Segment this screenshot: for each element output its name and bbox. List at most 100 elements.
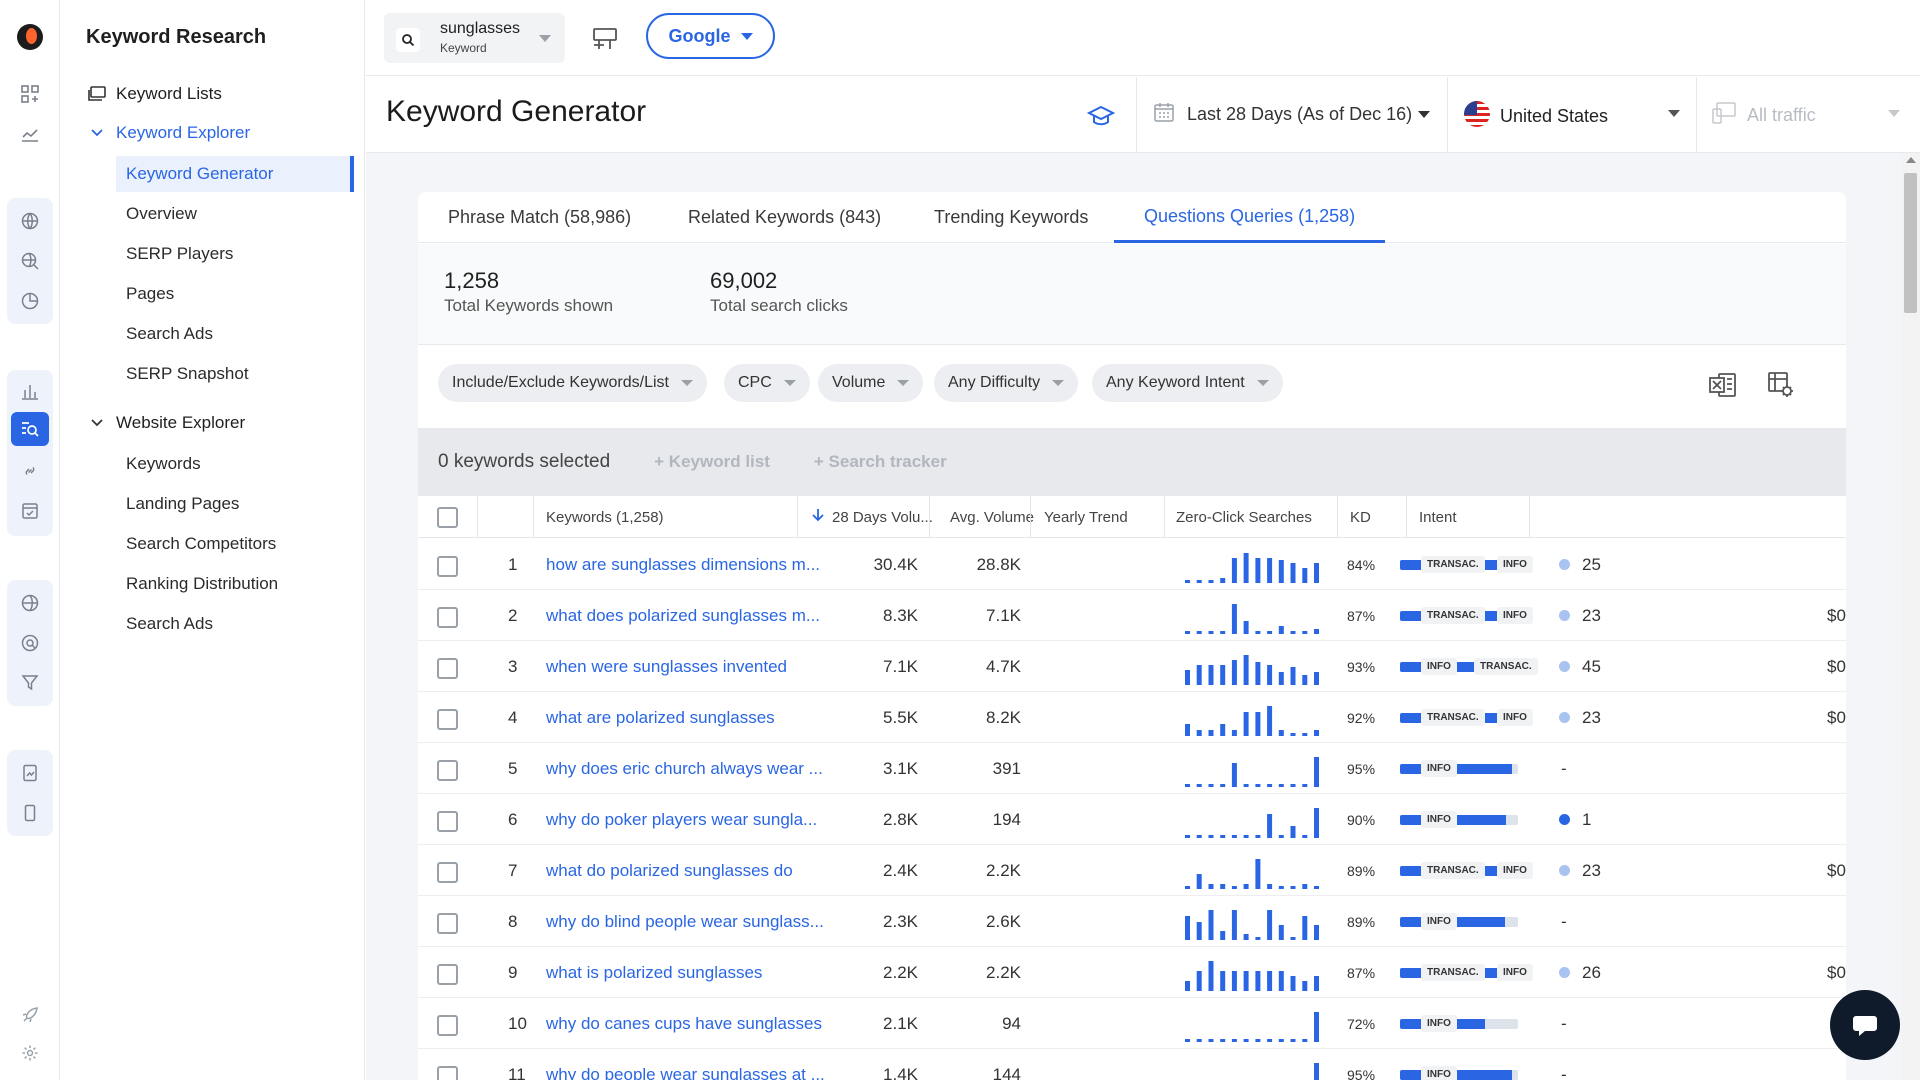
select-all-checkbox[interactable] (437, 496, 458, 538)
table-row[interactable]: 5 why does eric church always wear ... 3.1… (418, 743, 1846, 794)
row-checkbox[interactable] (437, 1066, 458, 1080)
tab-related-keywords[interactable]: Related Keywords (843) (688, 207, 882, 227)
analytics-icon[interactable] (19, 123, 41, 145)
keyword-selector[interactable]: sunglasses Keyword (384, 13, 565, 63)
sidebar-item-keyword-generator[interactable]: Keyword Generator (116, 156, 354, 192)
keyword-link[interactable]: what are polarized sunglasses (546, 707, 775, 727)
keyword-link[interactable]: why does eric church always wear ... (546, 758, 823, 778)
row-checkbox[interactable] (437, 1015, 458, 1036)
keyword-link[interactable]: what is polarized sunglasses (546, 962, 763, 982)
add-to-search-tracker-button[interactable]: + Search tracker (813, 452, 947, 471)
scrollbar[interactable] (1901, 153, 1920, 1080)
chevron-down-icon[interactable] (1888, 110, 1900, 117)
keyword-link[interactable]: what do polarized sunglasses do (546, 860, 793, 880)
keyword-research-icon[interactable] (11, 412, 49, 446)
header-avg-volume[interactable]: Avg. Volume (950, 508, 1034, 526)
traffic-select[interactable]: All traffic (1711, 101, 1816, 130)
sidebar-item-serp-snapshot[interactable]: SERP Snapshot (126, 364, 249, 383)
filter-include-exclude[interactable]: Include/Exclude Keywords/List (438, 364, 707, 402)
keyword-link[interactable]: why do poker players wear sungla... (546, 809, 818, 829)
header-yearly-trend[interactable]: Yearly Trend (1044, 508, 1128, 526)
globe-search-icon[interactable] (19, 250, 41, 272)
tab-trending-keywords[interactable]: Trending Keywords (934, 207, 1089, 227)
table-row[interactable]: 8 why do blind people wear sunglass... 2.3… (418, 896, 1846, 947)
pie-chart-icon[interactable] (19, 290, 41, 312)
link-icon[interactable] (19, 460, 41, 482)
keyword-link[interactable]: why do people wear sunglasses at ... (546, 1064, 825, 1080)
sidebar-item-landing-pages[interactable]: Landing Pages (126, 494, 240, 513)
search-engine-button[interactable]: Google (646, 13, 775, 59)
sidebar-item-keywords[interactable]: Keywords (126, 454, 201, 473)
chevron-down-icon[interactable] (1668, 110, 1680, 117)
table-row[interactable]: 1 how are sunglasses dimensions m... 30.4K… (418, 539, 1846, 590)
date-range-select[interactable]: Last 28 Days (As of Dec 16) (1153, 101, 1431, 128)
row-checkbox[interactable] (437, 556, 458, 577)
sidebar-item-search-competitors[interactable]: Search Competitors (126, 534, 277, 553)
header-28-days-volume[interactable]: 28 Days Volu... (812, 496, 933, 538)
globe-icon[interactable] (19, 210, 41, 232)
filter-cpc[interactable]: CPC (724, 364, 810, 402)
summary-stats: 1,258 Total Keywords shown 69,002 Total … (418, 244, 1846, 345)
tab-phrase-match[interactable]: Phrase Match (58,986) (448, 207, 632, 227)
sidebar-item-keyword-explorer[interactable]: Keyword Explorer (86, 115, 250, 151)
filter-difficulty[interactable]: Any Difficulty (934, 364, 1079, 402)
checkbox[interactable] (437, 506, 458, 528)
compare-icon[interactable] (590, 24, 620, 52)
table-row[interactable]: 7 what do polarized sunglasses do 2.4K 2.2K… (418, 845, 1846, 896)
row-checkbox[interactable] (437, 964, 458, 985)
excel-export-icon[interactable] (1708, 370, 1738, 400)
sidebar-item-website-search-ads[interactable]: Search Ads (126, 614, 213, 633)
sidebar-item-pages[interactable]: Pages (126, 284, 175, 303)
filter-volume[interactable]: Volume (818, 364, 924, 402)
country-select[interactable]: United States (1464, 101, 1608, 132)
app-logo-icon[interactable] (17, 24, 43, 50)
mobile-icon[interactable] (19, 802, 41, 824)
sidebar-item-search-ads[interactable]: Search Ads (126, 324, 213, 343)
report-icon[interactable] (19, 500, 41, 522)
table-row[interactable]: 11 why do people wear sunglasses at ... 1.… (418, 1049, 1846, 1080)
filter-keyword-intent[interactable]: Any Keyword Intent (1092, 364, 1283, 402)
sidebar-item-ranking-distribution[interactable]: Ranking Distribution (126, 574, 279, 593)
keyword-link[interactable]: why do canes cups have sunglasses (546, 1013, 822, 1033)
row-checkbox[interactable] (437, 913, 458, 934)
row-checkbox[interactable] (437, 607, 458, 628)
bar-chart-icon[interactable] (19, 380, 41, 402)
search-target-icon[interactable] (19, 632, 41, 654)
row-checkbox[interactable] (437, 811, 458, 832)
header-zero-click[interactable]: Zero-Click Searches (1176, 508, 1312, 526)
tab-questions-queries[interactable]: Questions Queries (1,258) (1114, 192, 1386, 243)
table-row[interactable]: 10 why do canes cups have sunglasses 2.1K 9… (418, 998, 1846, 1049)
column-settings-icon[interactable] (1766, 370, 1796, 400)
add-to-keyword-list-button[interactable]: + Keyword list (654, 452, 770, 471)
rocket-icon[interactable] (19, 1004, 41, 1026)
keyword-link[interactable]: when were sunglasses invented (546, 656, 787, 676)
sidebar-item-website-explorer[interactable]: Website Explorer (86, 405, 245, 441)
filter-icon[interactable] (19, 672, 41, 694)
header-keywords[interactable]: Keywords (1,258) (546, 508, 664, 526)
globe-search-icon[interactable] (19, 592, 41, 614)
scrollbar-thumb[interactable] (1904, 173, 1917, 313)
header-intent[interactable]: Intent (1419, 508, 1457, 526)
row-checkbox[interactable] (437, 760, 458, 781)
document-chart-icon[interactable] (19, 762, 41, 784)
keyword-link[interactable]: how are sunglasses dimensions m... (546, 554, 821, 574)
table-row[interactable]: 3 when were sunglasses invented 7.1K 4.7K 93… (418, 641, 1846, 692)
gear-icon[interactable] (19, 1042, 41, 1064)
academy-cap-icon[interactable] (1086, 101, 1116, 131)
sidebar-item-overview[interactable]: Overview (126, 204, 197, 223)
table-row[interactable]: 2 what does polarized sunglasses m... 8.3K… (418, 590, 1846, 641)
table-row[interactable]: 6 why do poker players wear sungla... 2.8K… (418, 794, 1846, 845)
chat-button[interactable] (1830, 990, 1900, 1060)
scroll-up-icon[interactable] (1906, 157, 1916, 163)
row-checkbox[interactable] (437, 658, 458, 679)
row-checkbox[interactable] (437, 862, 458, 883)
dashboard-icon[interactable] (19, 83, 41, 105)
table-row[interactable]: 4 what are polarized sunglasses 5.5K 8.2K 92… (418, 692, 1846, 743)
row-checkbox[interactable] (437, 709, 458, 730)
sidebar-item-serp-players[interactable]: SERP Players (126, 244, 234, 263)
header-kd[interactable]: KD (1350, 508, 1371, 526)
sidebar-item-keyword-lists[interactable]: Keyword Lists (86, 76, 222, 112)
keyword-link[interactable]: what does polarized sunglasses m... (546, 605, 821, 625)
table-row[interactable]: 9 what is polarized sunglasses 2.2K 2.2K 87%… (418, 947, 1846, 998)
keyword-link[interactable]: why do blind people wear sunglass... (546, 911, 824, 931)
